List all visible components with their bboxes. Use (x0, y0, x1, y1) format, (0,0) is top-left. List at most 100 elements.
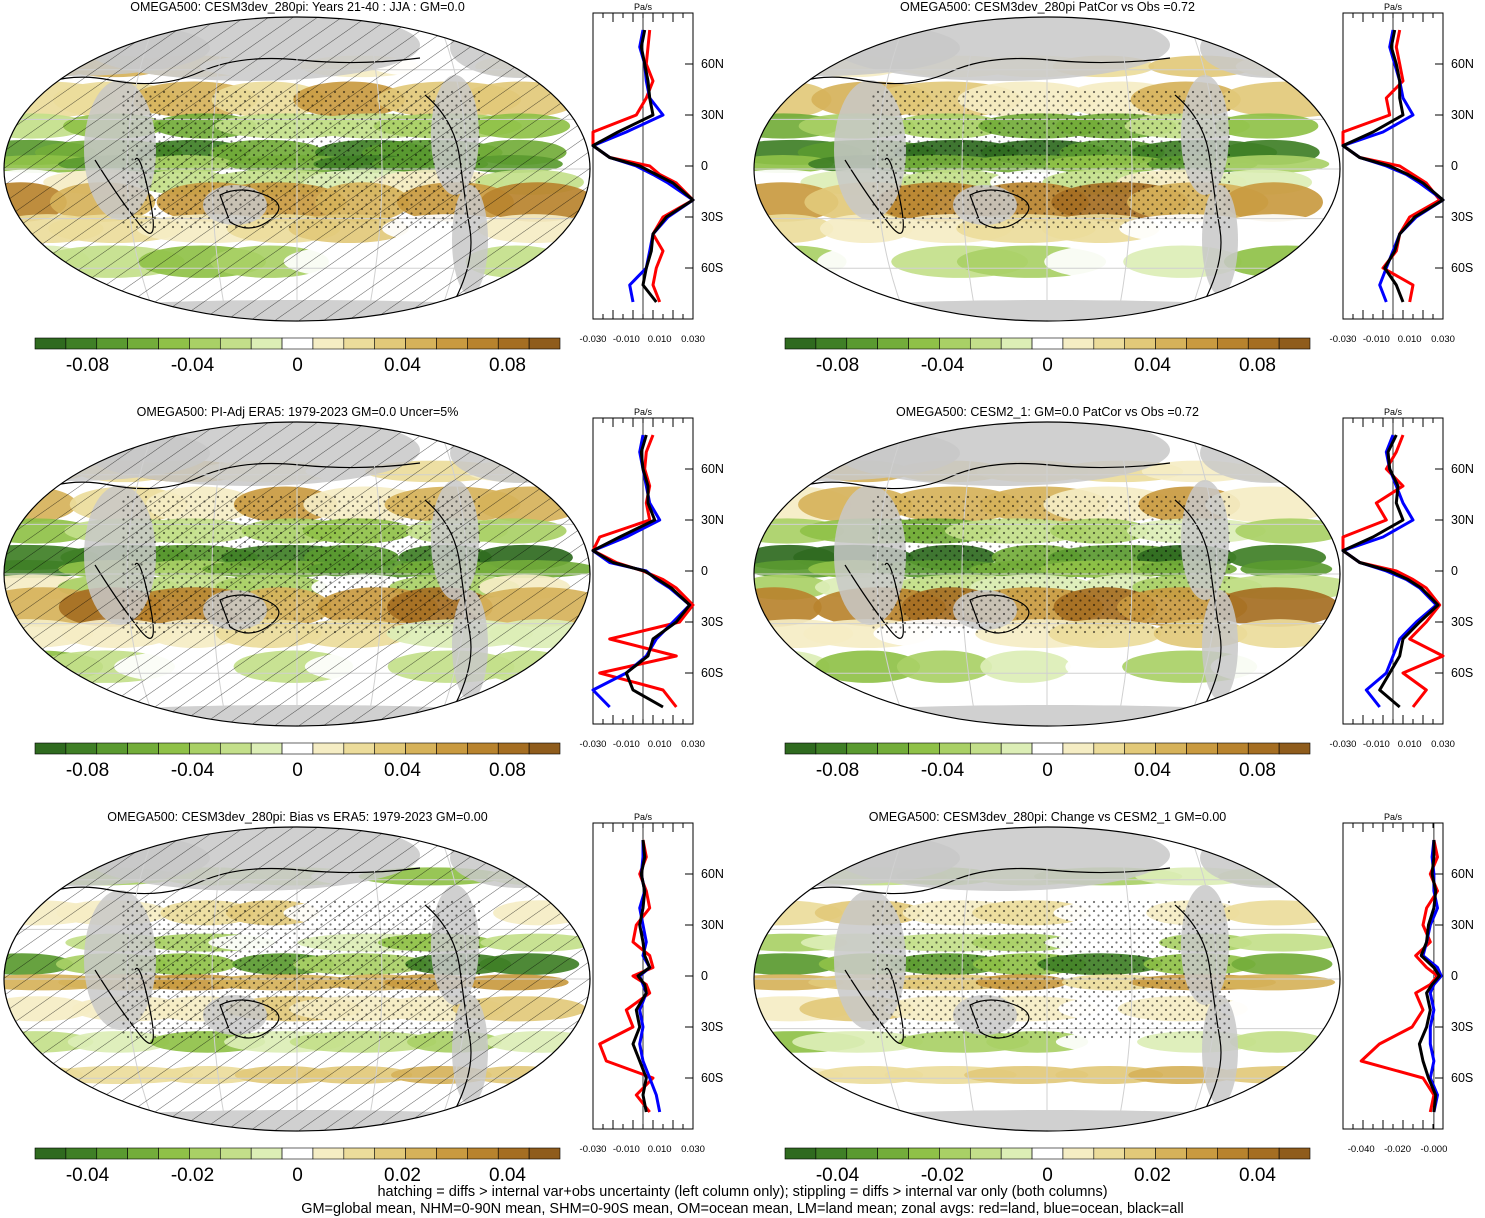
zonal-lat-label: 0 (1451, 564, 1458, 578)
colorbar-swatch (436, 337, 468, 350)
panel-svg: -0.08 -0.04 0 0.04 0.08 Pa/s 60N 30N 0 30S 60S -0.0… (753, 2, 1474, 376)
colorbar-swatch (908, 337, 940, 350)
colorbar-swatch (1062, 337, 1095, 350)
colorbar-swatch (405, 1147, 437, 1160)
colorbar-swatch (158, 742, 190, 755)
panel-title: OMEGA500: CESM3dev_280pi: Change vs CESM… (868, 810, 1227, 824)
contour-blob (1209, 974, 1336, 991)
contour-blob (754, 587, 822, 627)
colorbar-swatch (219, 1147, 252, 1160)
colorbar-swatch (34, 337, 67, 350)
zonal-x-tick-label: 0.030 (681, 334, 705, 345)
panel-3: OMEGA500: PI-Adj ERA5: 1979-2023 GM=0.0 … (0, 405, 745, 805)
zonal-x-tick-label: -0.010 (613, 739, 640, 750)
colorbar-swatch (467, 1147, 499, 1160)
land-mask (830, 300, 1270, 320)
colorbar-swatch (1000, 337, 1033, 350)
zonal-series-line (631, 839, 652, 1113)
colorbar-swatch (497, 742, 530, 755)
contour-blob (1215, 113, 1319, 139)
colorbar-tick-label: 0.04 (1134, 760, 1171, 781)
colorbar-swatch (969, 337, 1002, 350)
map-outline (753, 826, 1341, 1132)
contour-blob (1229, 1031, 1326, 1053)
land-mask (1200, 18, 1340, 78)
zonal-series-line (591, 29, 695, 303)
coastline (769, 57, 1171, 96)
colorbar-swatch (528, 1147, 561, 1160)
colorbar-tick-label: 0.04 (384, 760, 421, 781)
colorbar-swatch (467, 742, 499, 755)
contour-blob (1224, 182, 1323, 222)
colorbar-swatch (815, 337, 848, 350)
colorbar-swatch (312, 337, 345, 350)
colorbar-tick-label: 0 (1042, 355, 1053, 376)
zonal-x-tick-label: -0.030 (580, 739, 607, 750)
zonal-series-line (591, 434, 692, 709)
colorbar-swatch (908, 742, 940, 755)
zonal-lat-label: 60S (701, 1071, 723, 1085)
map-outline (3, 421, 591, 727)
panel-svg: -0.04 -0.02 0 0.02 0.04 Pa/s 60N 30N 0 30S 60S -0.0… (3, 812, 724, 1186)
colorbar-tick-label: -0.04 (921, 355, 965, 376)
land-mask (830, 1110, 1270, 1130)
zonal-x-tick-label: -0.030 (580, 1144, 607, 1155)
panel-title: OMEGA500: CESM3dev_280pi: Bias vs ERA5: … (107, 810, 488, 824)
contour-blob (980, 650, 1071, 683)
colorbar-swatch (969, 742, 1002, 755)
colorbar-swatch (528, 337, 561, 350)
zonal-lat-label: 30N (701, 513, 724, 527)
colorbar-swatch (127, 742, 159, 755)
colorbar-swatch (815, 1147, 848, 1160)
colorbar-swatch (784, 742, 817, 755)
zonal-x-tick-label: -0.030 (580, 334, 607, 345)
zonal-series-line (1341, 29, 1445, 303)
zonal-x-tick-label: 0.010 (648, 334, 672, 345)
colorbar-tick-label: -0.02 (171, 1165, 214, 1186)
colorbar-swatch (939, 742, 971, 755)
colorbar-tick-label: -0.08 (816, 760, 859, 781)
zonal-lat-label: 60S (1451, 666, 1473, 680)
colorbar-tick-label: -0.04 (171, 355, 215, 376)
colorbar-swatch (1186, 742, 1218, 755)
zonal-lat-label: 60S (1451, 1071, 1473, 1085)
colorbar-swatch (1247, 742, 1280, 755)
panel-title: OMEGA500: CESM2_1: GM=0.0 PatCor vs Obs … (896, 405, 1199, 419)
zonal-x-tick-label: -0.030 (1330, 334, 1357, 345)
zonal-x-tick-label: -0.040 (1348, 1144, 1375, 1155)
colorbar-swatch (436, 742, 468, 755)
zonal-lat-label: 60N (1451, 462, 1474, 476)
zonal-lat-label: 60S (701, 666, 723, 680)
zonal-lat-label: 0 (1451, 159, 1458, 173)
colorbar-tick-label: 0 (292, 760, 303, 781)
map-field (754, 422, 1340, 726)
colorbar-swatch (1186, 337, 1218, 350)
colorbar-swatch (1278, 337, 1311, 350)
colorbar-tick-label: 0.08 (1239, 760, 1276, 781)
footer-line-1: hatching = diffs > internal var+obs unce… (377, 1184, 1108, 1200)
colorbar-swatch (281, 1147, 314, 1160)
contour-blob (1218, 996, 1340, 1022)
colorbar-swatch (1093, 1147, 1126, 1160)
zonal-lat-label: 30N (1451, 918, 1474, 932)
map-field (754, 827, 1340, 1131)
colorbar-swatch (1093, 742, 1126, 755)
zonal-x-tick-label: -0.030 (1330, 739, 1357, 750)
contour-blob (964, 1065, 1089, 1084)
panel-title: OMEGA500: CESM3dev_280pi PatCor vs Obs =… (900, 0, 1195, 14)
panel-title: OMEGA500: PI-Adj ERA5: 1979-2023 GM=0.0 … (136, 405, 459, 419)
colorbar-swatch (1278, 742, 1311, 755)
zonal-series-line (1417, 840, 1441, 1113)
panel-svg: -0.08 -0.04 0 0.04 0.08 Pa/s 60N 30N 0 30S 60S -0.0… (753, 407, 1474, 781)
colorbar-swatch (528, 742, 561, 755)
colorbar-swatch (1247, 1147, 1280, 1160)
footer-line-2: GM=global mean, NHM=0-90N mean, SHM=0-90… (301, 1201, 1184, 1217)
colorbar-swatch (1000, 742, 1033, 755)
zonal-lat-label: 0 (701, 969, 708, 983)
colorbar-swatch (1031, 337, 1064, 350)
panel-4: OMEGA500: CESM2_1: GM=0.0 PatCor vs Obs … (750, 405, 1485, 805)
contour-blob (1212, 587, 1340, 627)
colorbar-swatch (250, 337, 283, 350)
panel-svg: -0.08 -0.04 0 0.04 0.08 Pa/s 60N 30N 0 30S 60S -0.0… (3, 407, 724, 781)
colorbar-swatch (815, 742, 848, 755)
